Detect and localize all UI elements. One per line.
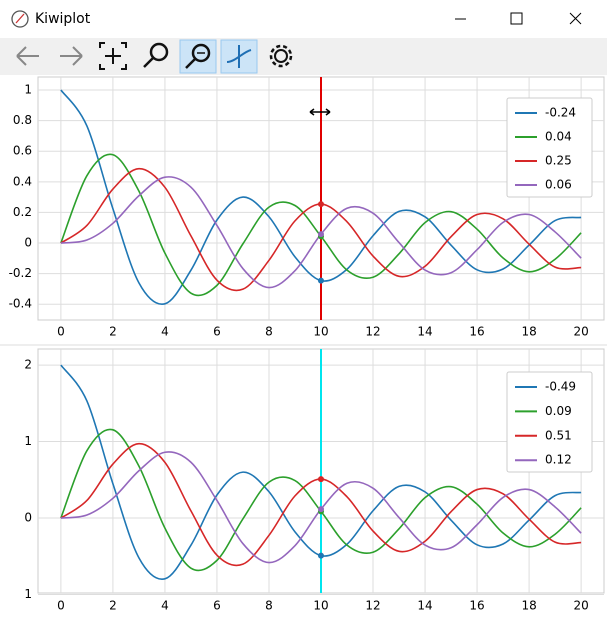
title-bar xyxy=(0,0,607,38)
y-tick-label: 0 xyxy=(24,511,32,525)
x-tick-label: 16 xyxy=(469,599,484,613)
legend xyxy=(506,371,593,473)
y-tick-label: 0.8 xyxy=(13,113,32,127)
cursor-marker xyxy=(318,277,324,284)
legend-label: 0.12 xyxy=(545,453,572,467)
x-tick-label: 8 xyxy=(265,599,273,613)
legend-label: 0.04 xyxy=(545,130,572,144)
legend-label: 0.25 xyxy=(545,154,572,168)
y-tick-label: -0.4 xyxy=(9,297,32,311)
x-tick-label: 0 xyxy=(57,325,65,339)
x-tick-label: 0 xyxy=(57,599,65,613)
y-tick-label: 0.6 xyxy=(13,144,32,158)
y-tick-label: -0.2 xyxy=(9,266,32,280)
close-button[interactable] xyxy=(569,12,582,25)
y-tick-label: 1 xyxy=(24,587,32,601)
legend xyxy=(506,97,593,198)
settings-button[interactable] xyxy=(269,44,293,68)
x-tick-label: 12 xyxy=(365,599,380,613)
mouse-cursor xyxy=(309,108,331,116)
x-tick-label: 2 xyxy=(109,599,117,613)
x-tick-label: 12 xyxy=(365,325,380,339)
legend-label: -0.24 xyxy=(545,106,576,120)
maximize-button[interactable] xyxy=(510,12,523,25)
x-tick-label: 6 xyxy=(213,599,221,613)
forward-button[interactable] xyxy=(60,46,83,66)
x-tick-label: 16 xyxy=(469,325,484,339)
y-tick-label: 1 xyxy=(24,83,32,97)
y-tick-label: 1 xyxy=(24,434,32,448)
toolbar xyxy=(0,38,607,75)
legend-label: 0.51 xyxy=(545,428,572,442)
x-tick-label: 4 xyxy=(161,325,169,339)
x-tick-label: 10 xyxy=(313,599,328,613)
x-tick-label: 14 xyxy=(417,325,432,339)
legend-label: 0.09 xyxy=(545,404,572,418)
zoom-box-icon xyxy=(185,43,211,69)
window-title: Kiwiplot xyxy=(35,11,91,27)
x-tick-label: 8 xyxy=(265,325,273,339)
x-tick-label: 20 xyxy=(573,599,588,613)
x-tick-label: 18 xyxy=(521,599,536,613)
x-tick-label: 14 xyxy=(417,599,432,613)
pan-button[interactable] xyxy=(99,42,127,70)
back-button[interactable] xyxy=(16,46,39,66)
cursor-marker xyxy=(318,506,324,513)
legend-label: 0.06 xyxy=(545,178,572,192)
x-tick-label: 2 xyxy=(109,325,117,339)
cursor-marker xyxy=(318,231,324,238)
x-tick-label: 4 xyxy=(161,599,169,613)
y-tick-label: 0.2 xyxy=(13,205,32,219)
x-tick-label: 20 xyxy=(573,325,588,339)
x-tick-label: 18 xyxy=(521,325,536,339)
y-tick-label: 2 xyxy=(24,358,32,372)
y-tick-label: 0.4 xyxy=(13,174,32,188)
zoom-button[interactable] xyxy=(143,42,169,68)
x-tick-label: 10 xyxy=(313,325,328,339)
cursor-marker xyxy=(318,201,324,208)
x-tick-label: 6 xyxy=(213,325,221,339)
legend-label: -0.49 xyxy=(545,380,576,394)
cursor-marker xyxy=(318,552,324,559)
y-tick-label: 0 xyxy=(24,236,32,250)
cursor-marker xyxy=(318,476,324,483)
cursor-icon xyxy=(226,45,252,68)
app-icon-needle xyxy=(15,13,25,24)
